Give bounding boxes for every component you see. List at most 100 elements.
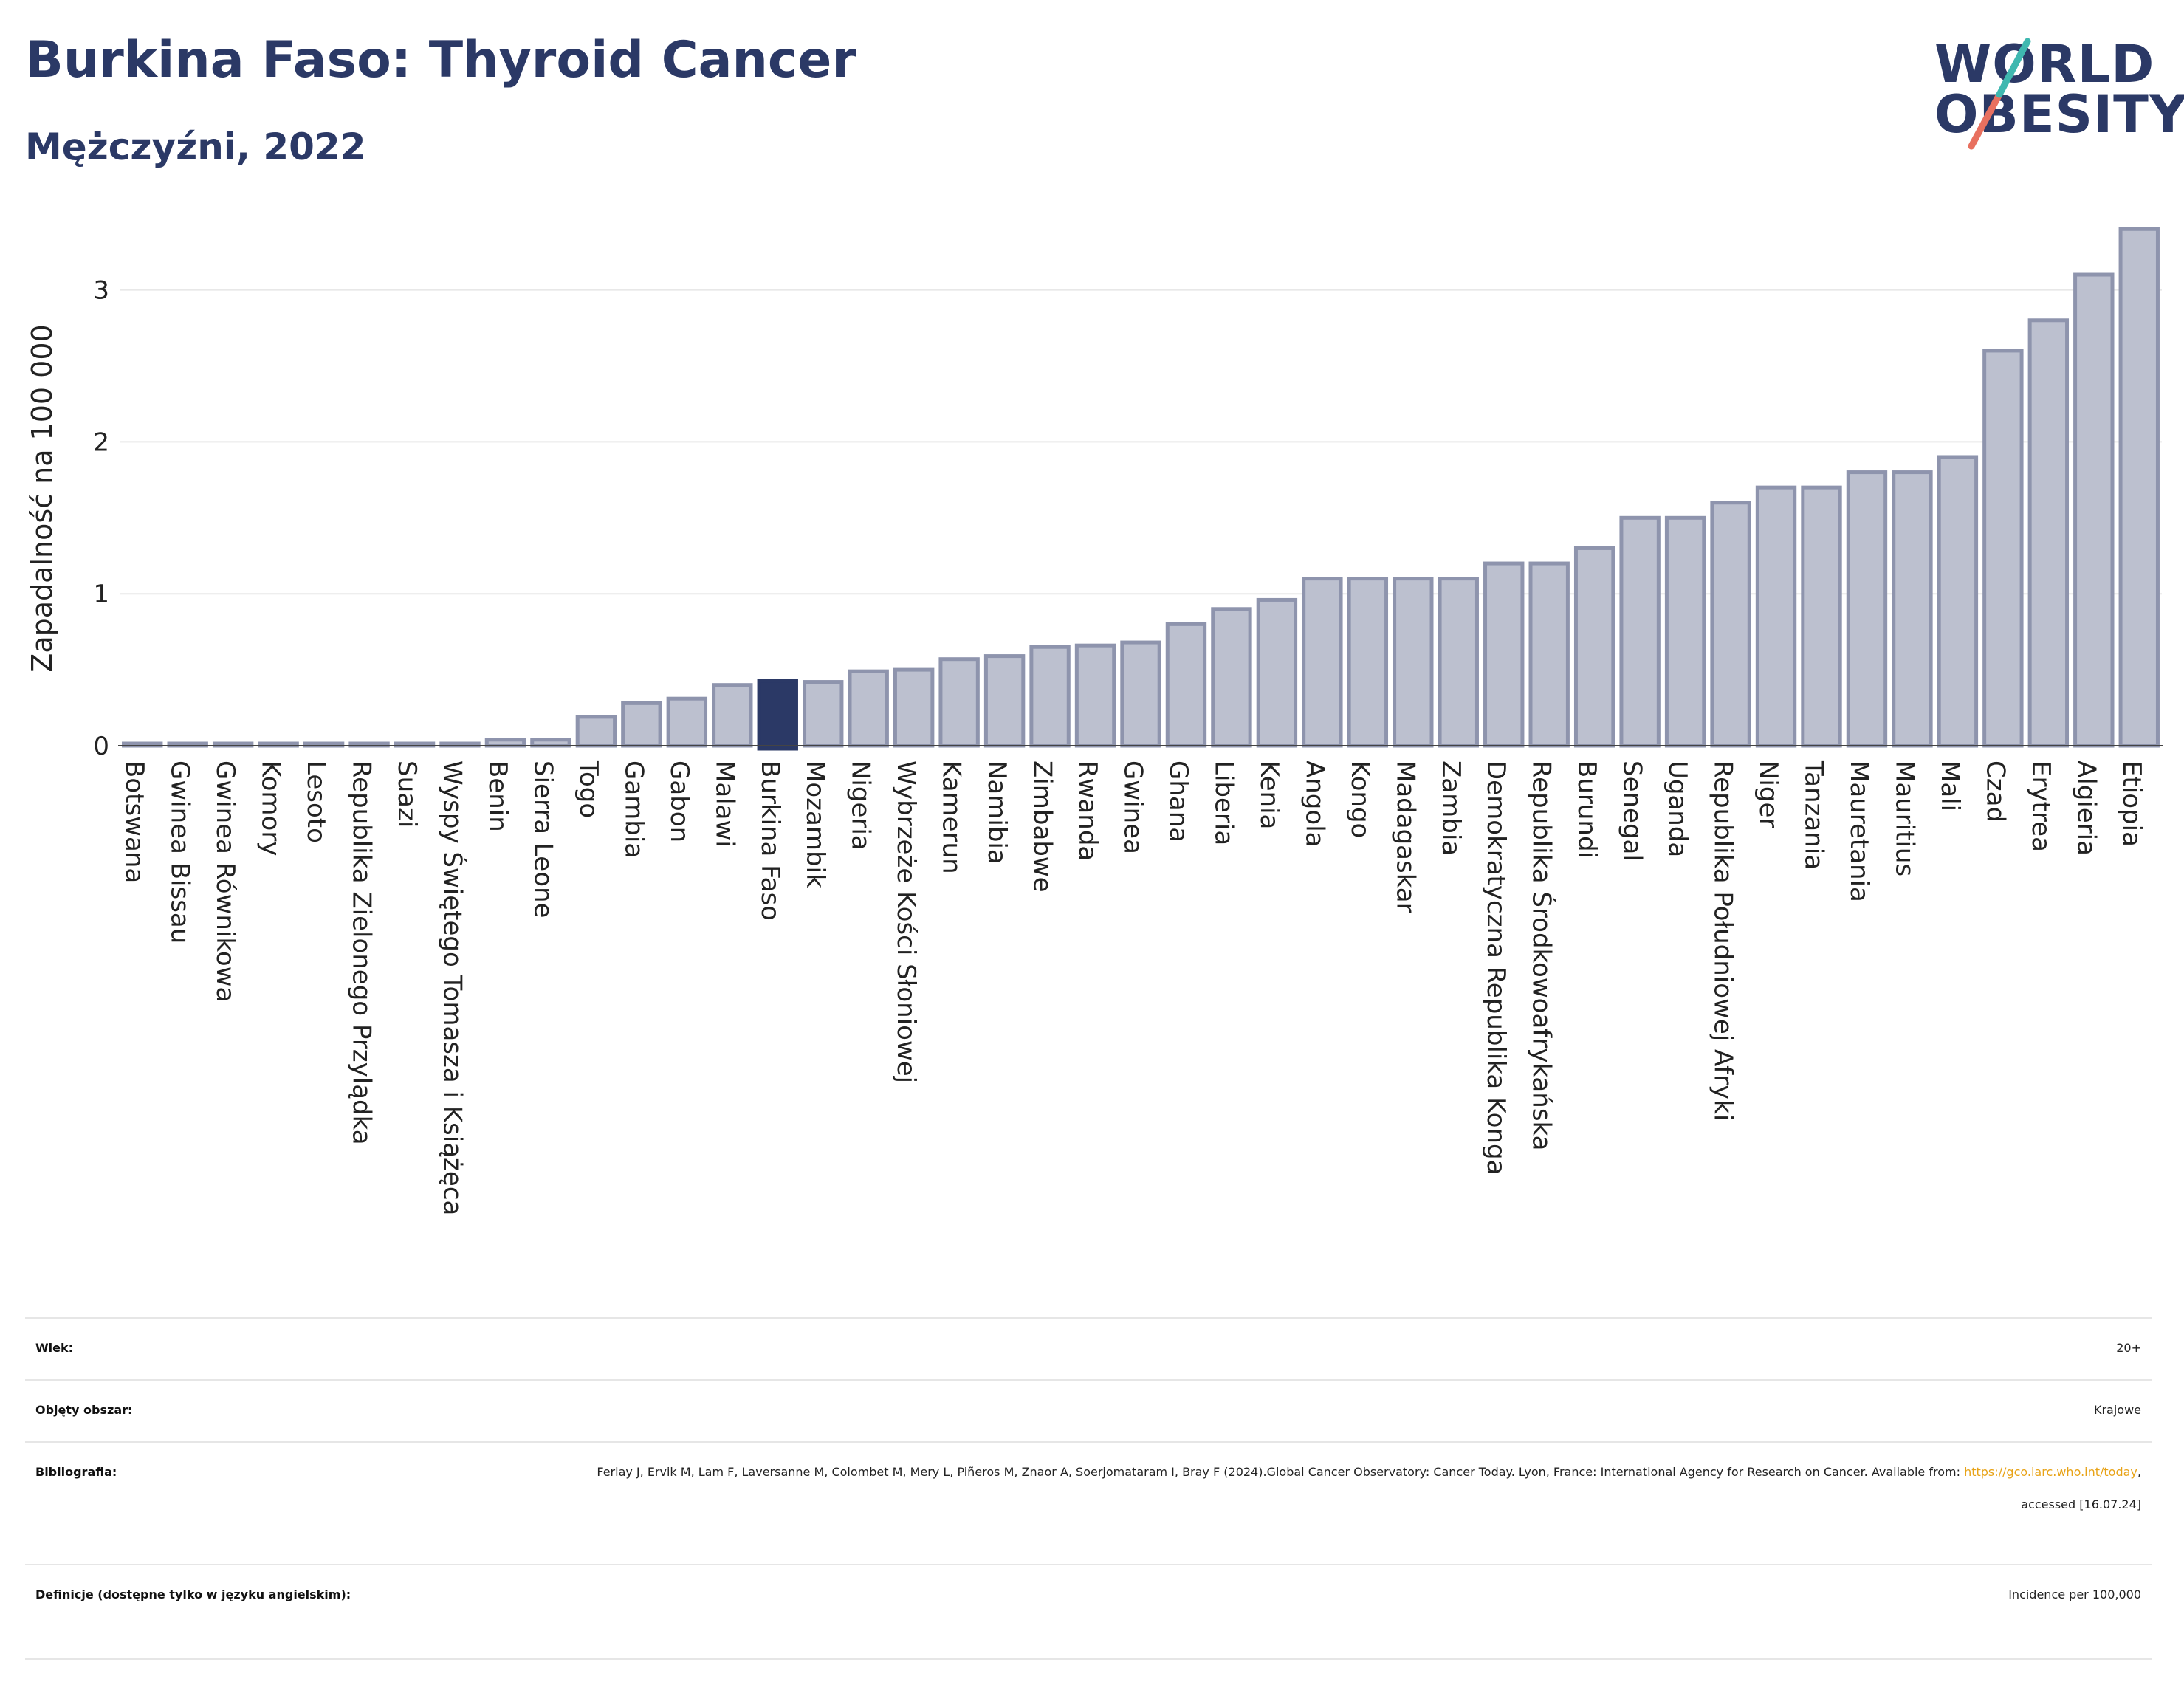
y-tick-label: 0: [93, 732, 109, 761]
bar-gambia: [621, 701, 662, 748]
world-obesity-logo: WORLD OBESITY: [1920, 30, 2184, 155]
bar-mozambik: [803, 680, 844, 748]
info-row: Objęty obszar: Krajowe: [25, 1379, 2152, 1443]
bar-mauretania: [1846, 470, 1888, 748]
page-title: Burkina Faso: Thyroid Cancer: [25, 31, 856, 89]
x-tick-label: Madagaskar: [1390, 761, 1420, 913]
bar-sierra-leone: [530, 738, 571, 748]
bar-tanzania: [1801, 485, 1842, 748]
x-tick-label: Mauretania: [1844, 761, 1874, 902]
x-tick-label: Mauritius: [1889, 761, 1919, 876]
x-tick-label: Gwinea Równikowa: [210, 761, 240, 1002]
x-axis-ticks: Botswana Gwinea Bissau Gwinea Równikowa Kom…: [120, 760, 2146, 1215]
info-row: Bibliografia: Ferlay J, Ervik M, Lam F, L…: [25, 1441, 2152, 1565]
bar-erytrea: [2027, 318, 2070, 748]
logo-line-1: WORLD: [1934, 34, 2155, 95]
y-tick-label: 3: [93, 276, 109, 306]
x-tick-label: Demokratyczna Republika Konga: [1481, 761, 1511, 1175]
page-subtitle: Mężczyźni, 2022: [25, 126, 366, 168]
bar-algieria: [2073, 272, 2115, 748]
x-tick-label: Republika Południowej Afryki: [1709, 761, 1738, 1121]
y-tick-label: 1: [93, 580, 109, 609]
source-link[interactable]: https://gco.iarc.who.int/today: [1964, 1465, 2137, 1479]
bar-chart: 0 1 2 3 Botswana Gwinea Bissau Gwinea Równiko…: [26, 227, 2163, 1215]
bar-namibia: [983, 654, 1026, 748]
info-key: Bibliografia:: [35, 1465, 117, 1479]
bar-malawi: [712, 683, 753, 748]
x-tick-label: Wyspy Świętego Tomasza i Książęca: [438, 761, 468, 1215]
x-tick-label: Kongo: [1345, 761, 1375, 838]
x-tick-label: Liberia: [1209, 761, 1238, 845]
x-tick-label: Sierra Leone: [528, 761, 557, 918]
x-tick-label: Komory: [256, 761, 286, 856]
bar-rwanda: [1074, 643, 1116, 748]
x-tick-label: Burkina Faso: [755, 761, 785, 921]
bar-republika-południowej-afryki: [1710, 501, 1751, 748]
bar-demokratyczna-republika-konga: [1483, 561, 1525, 748]
bar-etiopia: [2118, 227, 2160, 748]
x-tick-label: Ghana: [1164, 761, 1193, 842]
x-tick-label: Malawi: [710, 761, 739, 848]
bar-republika-środkowoafrykańska: [1528, 561, 1570, 748]
info-row: Definicje (dostępne tylko w języku angie…: [25, 1564, 2152, 1660]
bar-kenia: [1256, 597, 1298, 748]
y-axis-ticks: 0 1 2 3: [93, 276, 109, 761]
x-tick-label: Zimbabwe: [1028, 761, 1057, 893]
info-value: 20+: [2116, 1341, 2141, 1355]
bar-kamerun: [938, 657, 980, 748]
bar-uganda: [1664, 515, 1706, 748]
info-value-text: Ferlay J, Ervik M, Lam F, Laversanne M, …: [597, 1465, 1965, 1479]
logo-slash-icon: [1968, 38, 2031, 150]
x-tick-label: Suazi: [392, 761, 422, 828]
x-tick-label: Botswana: [120, 761, 149, 883]
divider: [25, 1658, 2152, 1660]
x-tick-label: Erytrea: [2026, 761, 2056, 852]
x-tick-label: Kamerun: [937, 761, 966, 874]
bars: [122, 227, 2160, 751]
x-tick-label: Gwinea: [1119, 761, 1148, 854]
x-tick-label: Senegal: [1618, 761, 1647, 862]
info-row: Wiek: 20+: [25, 1317, 2152, 1381]
x-tick-label: Burundi: [1572, 761, 1601, 859]
x-tick-label: Kenia: [1254, 761, 1284, 829]
x-tick-label: Algieria: [2071, 761, 2101, 856]
x-tick-label: Republika Środkowoafrykańska: [1527, 761, 1557, 1150]
bar-mauritius: [1892, 470, 1933, 748]
info-value: Incidence per 100,000: [2008, 1587, 2141, 1601]
x-tick-label: Lesoto: [301, 761, 331, 843]
x-tick-label: Nigeria: [846, 761, 876, 851]
bar-liberia: [1211, 607, 1252, 748]
bar-wybrzeże-kości-słoniowej: [893, 667, 935, 748]
info-key: Objęty obszar:: [35, 1403, 133, 1417]
bar-gwinea: [1120, 640, 1161, 748]
bar-burundi: [1573, 546, 1615, 748]
info-value-suffix: , accessed [16.07.24]: [2021, 1465, 2141, 1511]
x-tick-label: Czad: [1980, 761, 2010, 823]
bar-zambia: [1438, 577, 1479, 748]
info-value: Ferlay J, Ervik M, Lam F, Laversanne M, …: [591, 1456, 2141, 1521]
x-tick-label: Mali: [1935, 761, 1965, 811]
info-value: Krajowe: [2093, 1403, 2141, 1417]
x-tick-label: Angola: [1299, 761, 1329, 847]
bar-zimbabwe: [1029, 645, 1071, 748]
bar-benin: [484, 738, 526, 748]
info-key: Wiek:: [35, 1341, 74, 1355]
bar-angola: [1302, 577, 1343, 748]
x-tick-label: Gabon: [665, 761, 694, 842]
x-tick-label: Gwinea Bissau: [165, 761, 195, 944]
x-tick-label: Zambia: [1436, 761, 1466, 856]
bar-senegal: [1619, 515, 1661, 748]
x-tick-label: Niger: [1754, 761, 1783, 828]
x-tick-label: Namibia: [982, 761, 1012, 865]
x-tick-label: Tanzania: [1799, 760, 1829, 870]
bar-niger: [1755, 485, 1797, 748]
x-tick-label: Uganda: [1663, 761, 1692, 857]
bar-kongo: [1347, 577, 1389, 748]
y-tick-label: 2: [93, 428, 109, 457]
bar-mali: [1937, 455, 1979, 748]
x-tick-label: Benin: [483, 761, 512, 832]
y-axis-label: Zapadalność na 100 000: [26, 324, 58, 672]
bar-gabon: [666, 696, 708, 748]
x-tick-label: Etiopia: [2117, 761, 2146, 847]
bar-nigeria: [848, 669, 889, 748]
